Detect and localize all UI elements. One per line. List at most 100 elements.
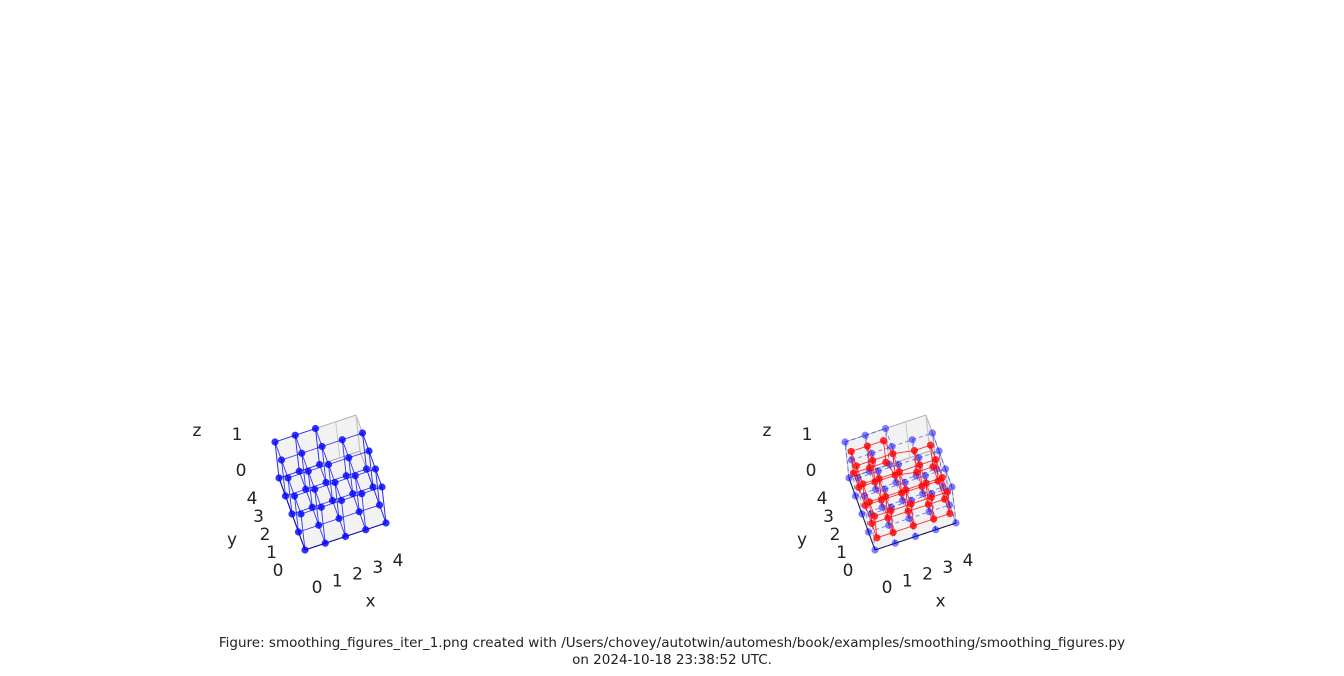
mesh-node <box>868 449 876 457</box>
mesh-edge <box>947 491 951 514</box>
mesh-edge <box>362 432 367 470</box>
mesh-edge <box>910 504 914 526</box>
mesh-node <box>932 455 940 464</box>
y-axis-label: y <box>227 530 237 550</box>
mesh-node <box>929 463 937 471</box>
mesh-node <box>371 465 380 473</box>
mesh-node <box>943 488 952 496</box>
mesh-node <box>322 478 330 487</box>
mesh-node <box>337 496 346 505</box>
y-tick-label: 1 <box>266 543 277 563</box>
mesh-edge <box>885 428 890 465</box>
mesh-edge <box>844 441 850 479</box>
mesh-node <box>341 532 350 541</box>
mesh-node <box>892 478 900 487</box>
mesh-edge <box>941 477 946 500</box>
mesh-node <box>298 449 306 457</box>
y-axis-label: y <box>797 530 807 550</box>
mesh-node <box>875 474 883 483</box>
mesh-node <box>295 467 303 475</box>
mesh-node <box>864 528 873 536</box>
mesh-edge <box>872 460 876 483</box>
mesh-node <box>358 429 367 437</box>
mesh-node <box>304 467 312 475</box>
mesh-edge <box>341 439 347 476</box>
mesh-edge <box>314 489 320 526</box>
mesh-edge <box>328 464 333 501</box>
mesh-node <box>901 478 909 487</box>
mesh-node <box>859 480 867 488</box>
caption: Figure: smoothing_figures_iter_1.png cre… <box>219 635 1125 651</box>
mesh-edge <box>368 450 374 488</box>
mesh-node <box>889 528 897 537</box>
mesh-node <box>872 485 880 493</box>
mesh-node <box>888 442 896 451</box>
mesh-node <box>349 490 357 498</box>
mesh-node <box>935 447 943 455</box>
mesh-node <box>941 465 950 473</box>
mesh-node <box>915 461 924 469</box>
mesh-edge <box>919 464 923 487</box>
mesh-node <box>889 450 897 458</box>
mesh-node <box>928 429 937 437</box>
mesh-node <box>891 539 899 547</box>
mesh-edge <box>905 489 909 512</box>
grid-line <box>355 414 361 452</box>
mesh-edge <box>913 450 918 473</box>
y-tick-label: 2 <box>260 525 271 545</box>
mesh-node <box>930 515 938 523</box>
x-tick-label: 1 <box>902 571 913 591</box>
mesh-node <box>902 486 910 494</box>
mesh-node <box>375 501 384 509</box>
mesh-node <box>878 503 886 511</box>
mesh-node <box>338 436 346 444</box>
mesh-edge <box>930 445 934 467</box>
mesh-edge <box>885 496 889 519</box>
mesh-node <box>925 508 933 516</box>
mesh-edge <box>348 457 354 494</box>
mesh-edge <box>375 468 380 506</box>
mesh-node <box>851 492 860 500</box>
mesh-edge <box>307 471 313 508</box>
mesh-node <box>321 539 329 547</box>
mesh-edge <box>925 482 929 505</box>
mesh-node <box>885 521 893 529</box>
x-tick-label: 2 <box>922 565 933 585</box>
mesh-edge <box>341 500 346 537</box>
grid-line <box>335 421 341 458</box>
mesh-node <box>873 534 881 542</box>
mesh-node <box>932 526 940 534</box>
mesh-node <box>271 438 279 446</box>
mesh-node <box>301 546 309 554</box>
mesh-edge <box>898 471 903 494</box>
mesh-node <box>308 503 316 511</box>
mesh-node <box>866 464 874 472</box>
mesh-node <box>941 495 949 503</box>
mesh-node <box>291 431 299 439</box>
mesh-node <box>887 507 895 515</box>
mesh-node <box>865 498 873 506</box>
mesh-node <box>311 424 320 433</box>
mesh-node <box>294 528 303 536</box>
mesh-node <box>297 510 305 518</box>
mesh-node <box>351 472 359 480</box>
mesh-node <box>948 483 956 491</box>
y-tick-label: 2 <box>830 525 841 545</box>
mesh-node <box>345 454 353 462</box>
mesh-node <box>858 510 866 518</box>
mesh-edge <box>294 435 300 472</box>
mesh-node <box>311 485 319 493</box>
mesh-node <box>302 485 310 493</box>
mesh-node <box>852 462 860 470</box>
mesh-node <box>895 468 903 476</box>
x-tick-label: 0 <box>882 578 893 598</box>
mesh-node <box>927 493 935 501</box>
mesh-node <box>863 442 871 450</box>
mesh-edge <box>862 483 866 506</box>
mesh-node <box>335 514 343 523</box>
mesh-edge <box>890 510 894 533</box>
mesh-edge <box>951 486 957 524</box>
mesh-node <box>281 492 290 500</box>
mesh-node <box>868 456 877 465</box>
